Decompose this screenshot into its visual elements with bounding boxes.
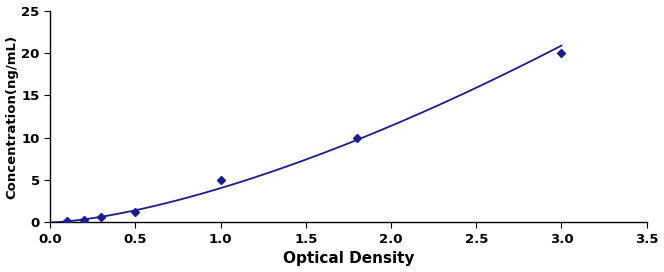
- X-axis label: Optical Density: Optical Density: [283, 251, 414, 267]
- Y-axis label: Concentration(ng/mL): Concentration(ng/mL): [5, 35, 19, 199]
